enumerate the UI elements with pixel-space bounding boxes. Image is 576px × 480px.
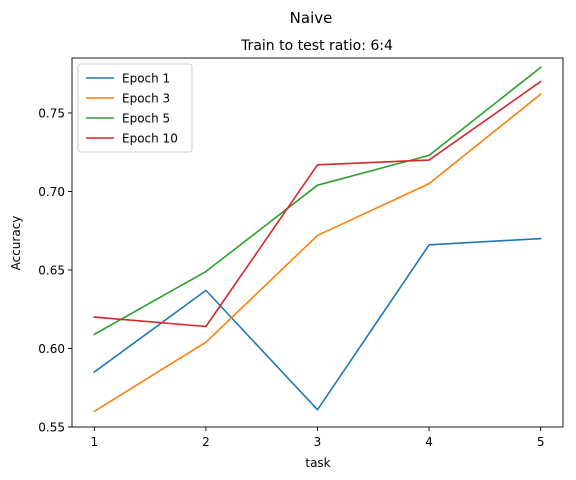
legend-label-1: Epoch 1 bbox=[122, 72, 170, 86]
legend: Epoch 1 Epoch 3 Epoch 5 Epoch 10 bbox=[78, 64, 192, 152]
y-tick-label: 0.70 bbox=[38, 185, 65, 199]
legend-label-2: Epoch 3 bbox=[122, 92, 170, 106]
legend-label-4: Epoch 10 bbox=[122, 132, 178, 146]
x-tick-label: 1 bbox=[90, 435, 98, 449]
y-tick-label: 0.55 bbox=[38, 421, 65, 435]
y-tick-label: 0.60 bbox=[38, 342, 65, 356]
x-axis-label: task bbox=[305, 456, 330, 470]
x-tick-label: 4 bbox=[425, 435, 433, 449]
chart-title: Train to test ratio: 6:4 bbox=[240, 38, 393, 54]
y-axis-label: Accuracy bbox=[9, 216, 23, 271]
x-tick-label: 5 bbox=[537, 435, 545, 449]
series-line-1 bbox=[94, 239, 540, 410]
y-tick-label: 0.65 bbox=[38, 263, 65, 277]
y-tick-label: 0.75 bbox=[38, 106, 65, 120]
x-tick-label: 2 bbox=[202, 435, 210, 449]
figure-suptitle: Naive bbox=[290, 9, 333, 27]
x-tick-label: 3 bbox=[314, 435, 322, 449]
legend-label-3: Epoch 5 bbox=[122, 112, 170, 126]
